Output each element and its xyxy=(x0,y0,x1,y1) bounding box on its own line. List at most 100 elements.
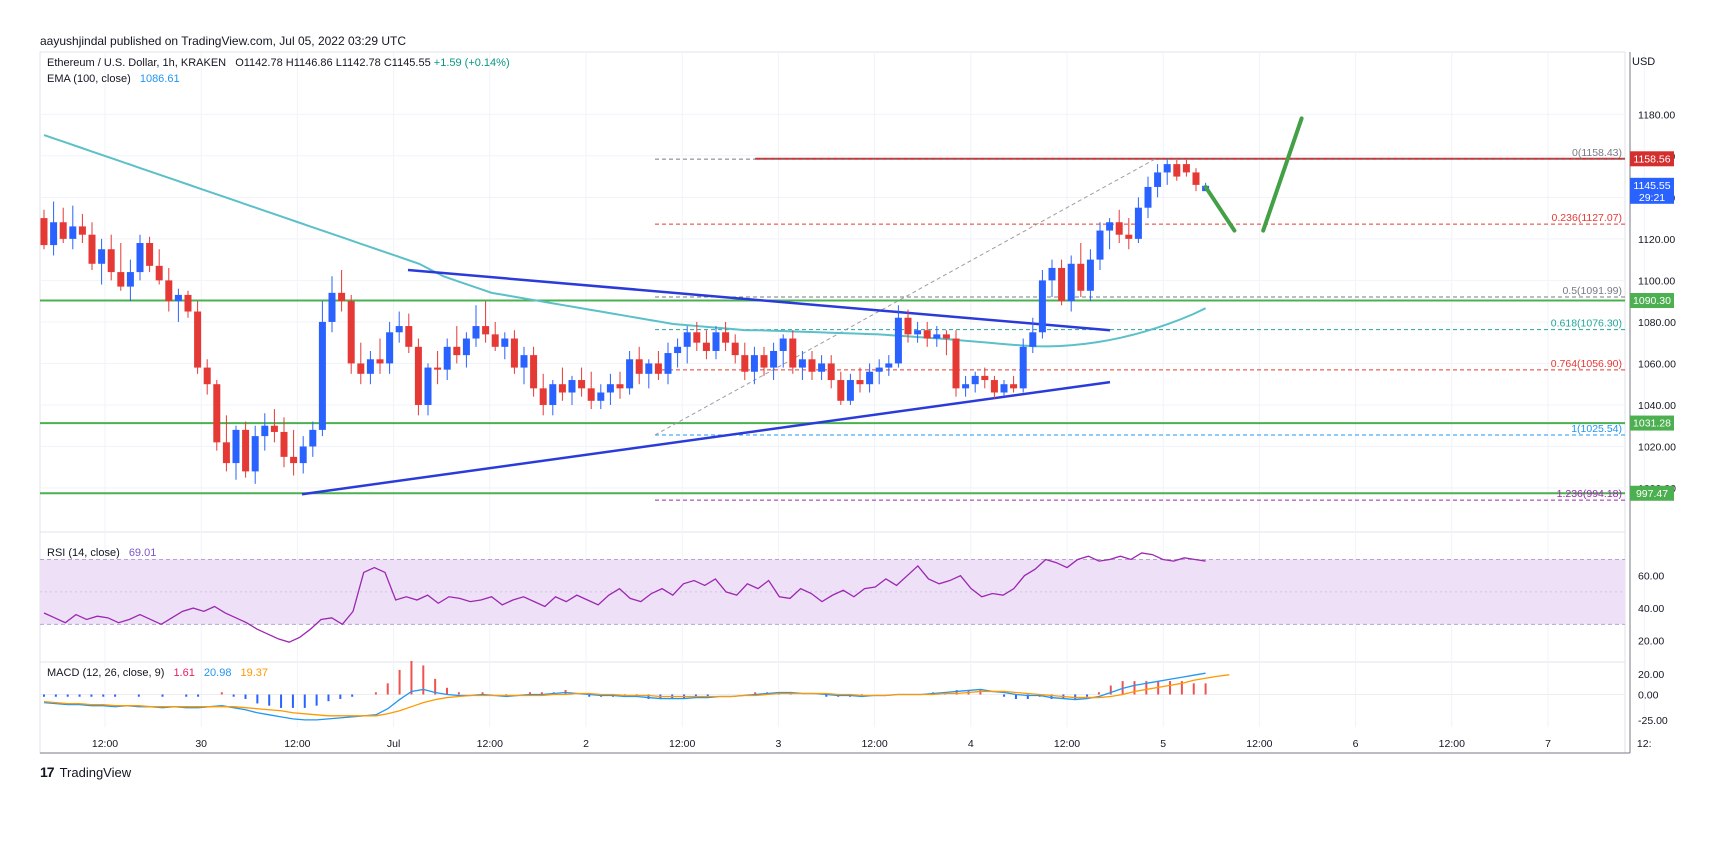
time-tick-label: 12:00 xyxy=(861,738,887,750)
candle-body xyxy=(597,392,605,401)
candle-body xyxy=(904,317,912,335)
candle-body xyxy=(453,346,461,356)
candle-body xyxy=(395,326,403,333)
candle-body xyxy=(616,384,624,389)
candle-body xyxy=(328,292,336,322)
candle-body xyxy=(1106,222,1114,231)
candle-body xyxy=(98,249,106,264)
candle-body xyxy=(981,375,989,381)
candle-body xyxy=(242,429,250,472)
candle-body xyxy=(1077,263,1085,291)
candle-body xyxy=(750,355,758,372)
candle-body xyxy=(88,234,96,264)
macd-tick-label: -25.00 xyxy=(1638,715,1668,727)
macd-legend[interactable]: MACD (12, 26, close, 9) 1.61 20.98 19.37 xyxy=(47,667,268,679)
candle-body xyxy=(309,429,317,447)
price-badge-label: 1158.56 xyxy=(1633,153,1670,165)
macd-tick-label: 0.00 xyxy=(1638,690,1659,702)
candle-body xyxy=(520,355,528,368)
candle-body xyxy=(1144,186,1152,208)
candle-body xyxy=(712,332,720,351)
time-tick-label: Jul xyxy=(387,738,400,750)
descending-trendline xyxy=(407,268,1111,332)
price-badge-label: 1090.30 xyxy=(1633,295,1671,307)
price-axis-title: USD xyxy=(1632,56,1656,68)
time-tick-label: 12:00 xyxy=(477,738,503,750)
price-tick-label: 1040.00 xyxy=(1638,400,1676,412)
candle-body xyxy=(290,456,298,464)
candle-body xyxy=(914,330,922,335)
candle-body xyxy=(1029,332,1037,347)
macd-label: MACD (12, 26, close, 9) xyxy=(47,667,165,679)
time-tick-label: 3 xyxy=(775,738,781,750)
candle-body xyxy=(1115,222,1123,235)
candle-body xyxy=(40,218,48,246)
candle-body xyxy=(942,334,950,339)
candle-body xyxy=(952,338,960,389)
candle-body xyxy=(434,367,442,370)
fib-level-label: 1(1025.54) xyxy=(1571,423,1622,435)
candle-body xyxy=(722,332,730,343)
time-tick-label: 2 xyxy=(583,738,589,750)
candle-body xyxy=(558,384,566,393)
price-tick-label: 1080.00 xyxy=(1638,317,1676,329)
candle-body xyxy=(635,359,643,374)
candle-body xyxy=(366,359,374,374)
candle-body xyxy=(626,359,634,389)
ema-legend[interactable]: EMA (100, close) 1086.61 xyxy=(47,73,180,85)
candle-body xyxy=(347,301,355,364)
candle-body xyxy=(69,226,77,239)
candle-body xyxy=(107,249,115,273)
candle-body xyxy=(280,431,288,457)
candle-body xyxy=(376,359,384,364)
ohlc-values: O1142.78 H1146.86 L1142.78 C1145.55 xyxy=(235,57,431,69)
rsi-legend[interactable]: RSI (14, close) 69.01 xyxy=(47,547,156,559)
candle-body xyxy=(443,346,451,370)
candle-body xyxy=(760,355,768,368)
candle-body xyxy=(222,442,230,464)
candle-body xyxy=(299,446,307,464)
ascending-trendline xyxy=(301,380,1111,496)
candle-body xyxy=(933,334,941,339)
price-badge xyxy=(1630,293,1674,309)
price-badge xyxy=(1630,485,1674,501)
symbol-title[interactable]: Ethereum / U.S. Dollar, 1h, KRAKEN xyxy=(47,57,227,69)
tradingview-brand[interactable]: 17 TradingView xyxy=(40,764,131,780)
candle-body xyxy=(184,294,192,312)
time-tick-label: 30 xyxy=(195,738,207,750)
candle-body xyxy=(731,342,739,356)
candle-body xyxy=(664,353,672,374)
candle-body xyxy=(1067,263,1075,302)
candle-body xyxy=(885,363,893,368)
candle-body xyxy=(798,359,806,368)
macd-line xyxy=(43,672,1206,721)
candle-body xyxy=(539,388,547,405)
candle-body xyxy=(1192,172,1200,185)
macd-signal-line xyxy=(43,674,1230,717)
price-badge xyxy=(1630,151,1674,167)
candle-body xyxy=(1134,207,1142,239)
candle-body xyxy=(808,359,816,372)
candle-body xyxy=(1000,384,1008,393)
rsi-tick-label: 60.00 xyxy=(1638,571,1664,583)
macd-hist-value: 1.61 xyxy=(173,667,195,679)
candle-body xyxy=(1096,230,1104,260)
candle-body xyxy=(165,280,173,302)
macd-line-value: 20.98 xyxy=(203,667,232,679)
candle-body xyxy=(683,332,691,347)
candle-body xyxy=(1038,280,1046,333)
candle-body xyxy=(338,292,346,302)
price-change: +1.59 (+0.14%) xyxy=(433,57,510,69)
candle-body xyxy=(424,367,432,405)
candle-body xyxy=(1163,164,1171,173)
time-tick-label: 5 xyxy=(1160,738,1166,750)
candle-body xyxy=(117,272,125,287)
candle-body xyxy=(1125,234,1133,239)
candle-body xyxy=(923,330,931,339)
candle-body xyxy=(971,375,979,385)
candle-body xyxy=(827,363,835,381)
candle-body xyxy=(174,294,182,302)
tradingview-logo-icon: 17 xyxy=(40,764,55,780)
